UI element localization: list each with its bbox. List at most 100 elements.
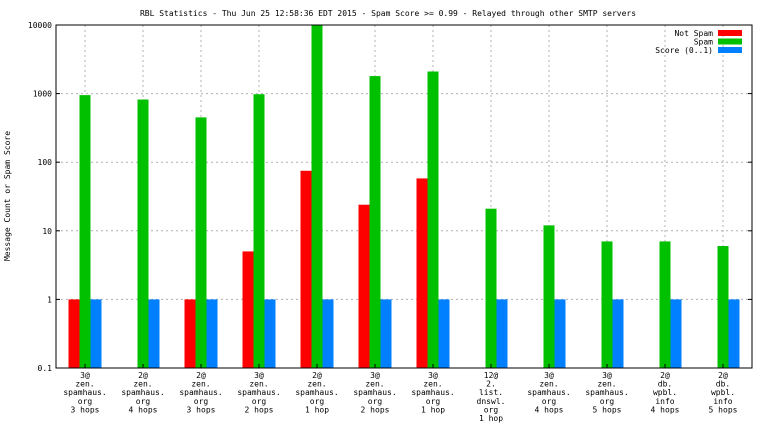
x-tick-label: org bbox=[136, 397, 151, 406]
bar bbox=[659, 241, 671, 368]
x-tick-label: 4 hops bbox=[129, 405, 158, 414]
bar bbox=[90, 299, 102, 368]
x-tick-label: 1 hop bbox=[305, 405, 329, 414]
bar bbox=[311, 25, 323, 368]
x-tick-label: 3@ bbox=[254, 371, 264, 380]
legend-swatch bbox=[718, 38, 742, 45]
x-tick-label: 3@ bbox=[602, 371, 612, 380]
bar bbox=[206, 299, 218, 368]
y-tick-label: 1 bbox=[47, 295, 52, 304]
x-tick-label: wpbl. bbox=[653, 388, 677, 397]
bar bbox=[184, 299, 196, 368]
bar bbox=[612, 299, 624, 368]
x-tick-label: spamhaus. bbox=[585, 388, 628, 397]
x-tick-label: spamhaus. bbox=[527, 388, 570, 397]
x-tick-label: list. bbox=[479, 388, 503, 397]
x-tick-label: spamhaus. bbox=[237, 388, 280, 397]
bar bbox=[427, 71, 439, 368]
x-tick-label: 2@ bbox=[312, 371, 322, 380]
plot-frame bbox=[55, 24, 753, 369]
x-tick-label: 3 hops bbox=[71, 405, 100, 414]
bar bbox=[322, 299, 334, 368]
chart-title: RBL Statistics - Thu Jun 25 12:58:36 EDT… bbox=[140, 9, 636, 18]
x-tick-label: db. bbox=[658, 380, 672, 389]
x-tick-label: 3 hops bbox=[187, 405, 216, 414]
grid bbox=[56, 25, 752, 368]
bar bbox=[728, 299, 740, 368]
x-tick-label: wpbl. bbox=[711, 388, 735, 397]
x-tick-label: spamhaus. bbox=[295, 388, 338, 397]
bar bbox=[601, 241, 613, 368]
y-tick-label: 10 bbox=[42, 227, 52, 236]
x-tick-label: 2@ bbox=[718, 371, 728, 380]
x-tick-label: 2. bbox=[486, 380, 496, 389]
x-tick-label: 5 hops bbox=[593, 405, 622, 414]
x-tick-label: db. bbox=[716, 380, 730, 389]
y-tick-label: 0.1 bbox=[38, 364, 53, 373]
bar bbox=[137, 99, 149, 369]
x-tick-label: zen. bbox=[75, 380, 94, 389]
bar bbox=[148, 299, 160, 368]
bar bbox=[358, 204, 370, 368]
bar bbox=[79, 95, 91, 368]
x-tick-label: spamhaus. bbox=[353, 388, 396, 397]
legend-label: Spam bbox=[694, 38, 713, 47]
x-tick-label: spamhaus. bbox=[411, 388, 454, 397]
x-tick-label: 1 hop bbox=[479, 414, 503, 423]
x-tick-label: org bbox=[78, 397, 93, 406]
x-tick-label: zen. bbox=[191, 380, 210, 389]
bar bbox=[253, 94, 265, 368]
bar bbox=[300, 170, 312, 368]
y-tick-label: 10000 bbox=[28, 21, 52, 30]
x-tick-label: 12@ bbox=[484, 371, 499, 380]
bar bbox=[242, 251, 254, 368]
x-tick-label: zen. bbox=[307, 380, 326, 389]
bars bbox=[68, 25, 740, 369]
x-tick-label: 3@ bbox=[544, 371, 554, 380]
bar bbox=[264, 299, 276, 368]
bar bbox=[195, 117, 207, 368]
bar bbox=[416, 178, 428, 368]
x-tick-label: zen. bbox=[249, 380, 268, 389]
x-tick-label: org bbox=[542, 397, 557, 406]
y-tick-label: 100 bbox=[38, 158, 53, 167]
bar bbox=[380, 299, 392, 368]
bar bbox=[369, 76, 381, 368]
bar bbox=[717, 246, 729, 368]
x-tick-label: org bbox=[484, 405, 499, 414]
x-tick-label: 3@ bbox=[370, 371, 380, 380]
x-tick-label: 2@ bbox=[660, 371, 670, 380]
x-tick-label: 4 hops bbox=[651, 405, 680, 414]
x-tick-label: zen. bbox=[423, 380, 442, 389]
x-tick-label: org bbox=[368, 397, 383, 406]
x-tick-label: spamhaus. bbox=[63, 388, 106, 397]
x-tick-label: 2 hops bbox=[245, 405, 274, 414]
x-tick-label: zen. bbox=[539, 380, 558, 389]
x-tick-label: org bbox=[310, 397, 325, 406]
x-tick-label: zen. bbox=[365, 380, 384, 389]
x-tick-label: info bbox=[713, 397, 732, 406]
x-tick-label: dnswl. bbox=[477, 397, 506, 406]
x-tick-label: info bbox=[655, 397, 674, 406]
x-tick-label: 5 hops bbox=[709, 405, 738, 414]
x-tick-label: org bbox=[252, 397, 267, 406]
x-tick-label: org bbox=[194, 397, 209, 406]
x-tick-label: org bbox=[426, 397, 441, 406]
x-tick-label: 1 hop bbox=[421, 405, 445, 414]
x-tick-label: 2 hops bbox=[361, 405, 390, 414]
legend-label: Score (0..1) bbox=[655, 46, 713, 55]
x-tick-label: 2@ bbox=[138, 371, 148, 380]
bar bbox=[543, 225, 555, 368]
bar bbox=[438, 299, 450, 368]
x-tick-label: 4 hops bbox=[535, 405, 564, 414]
x-tick-label: 2@ bbox=[196, 371, 206, 380]
bar bbox=[496, 299, 508, 368]
x-tick-label: org bbox=[600, 397, 615, 406]
x-tick-label: 3@ bbox=[428, 371, 438, 380]
legend-swatch bbox=[718, 30, 742, 36]
x-tick-label: spamhaus. bbox=[179, 388, 222, 397]
x-tick-label: zen. bbox=[597, 380, 616, 389]
x-tick-label: spamhaus. bbox=[121, 388, 164, 397]
